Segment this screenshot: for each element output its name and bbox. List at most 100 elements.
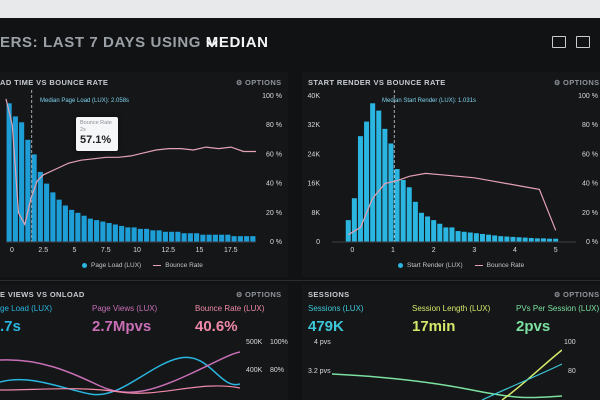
histogram-bar — [219, 234, 225, 242]
histogram-bar — [510, 236, 516, 242]
x-tick-label: 1 — [391, 247, 395, 254]
metric-value-sessions: 479K — [308, 318, 344, 335]
y-right-tick-label: 60 % — [266, 151, 282, 158]
histogram-bar — [443, 227, 449, 242]
title-aggregation: MEDIAN — [205, 34, 269, 51]
histogram-bar — [137, 228, 143, 242]
histogram-bar — [119, 225, 125, 242]
chevron-down-icon[interactable] — [206, 38, 218, 50]
panel-title: SESSIONS — [308, 290, 350, 299]
histogram-bar — [50, 192, 56, 242]
histogram-bar — [194, 233, 200, 242]
title-range: LAST 7 DAYS USING — [43, 34, 206, 51]
x-tick-label: 4 — [513, 247, 517, 254]
axis-label: 400K — [246, 367, 263, 374]
histogram-bar — [237, 236, 243, 242]
histogram-bar — [473, 233, 479, 242]
axis-label: 80% — [270, 367, 285, 374]
x-tick-label: 5 — [73, 247, 77, 254]
histogram-bar — [400, 179, 406, 242]
legend-line-label: Bounce Rate — [165, 262, 203, 269]
sessions-trend-chart — [332, 349, 562, 400]
x-tick-label: 3 — [472, 247, 476, 254]
title-prefix: ERS: — [0, 34, 44, 51]
legend-bars-swatch — [398, 263, 403, 268]
legend-line-label: Bounce Rate — [486, 262, 525, 269]
metric-label-session-length: Session Length (LUX) — [412, 304, 491, 313]
session-length-trend-line — [501, 349, 562, 400]
chart-legend: Start Render (LUX) Bounce Rate — [398, 262, 524, 269]
histogram-bar — [516, 237, 522, 242]
fullscreen-icon[interactable] — [576, 36, 590, 48]
pageviews-trend-chart — [0, 351, 240, 396]
histogram-bar — [250, 236, 256, 242]
histogram-bar — [522, 237, 528, 242]
histogram-bar — [187, 233, 193, 242]
histogram-bar — [449, 227, 455, 242]
options-button[interactable]: OPTIONS — [554, 78, 600, 87]
histogram-bar — [62, 205, 68, 242]
histogram-bar — [498, 236, 504, 242]
x-tick-label: 2.5 — [38, 247, 48, 254]
histogram-bar — [455, 231, 461, 242]
legend-line-swatch — [474, 264, 483, 267]
histogram-bar — [370, 103, 376, 242]
tooltip-sub: 2s — [80, 127, 86, 133]
tooltip-label: Bounce Rate — [80, 120, 112, 126]
histogram-bar — [412, 201, 418, 242]
histogram-bar — [25, 139, 31, 242]
histogram-bar — [181, 233, 187, 242]
metric-label-load: ge Load (LUX) — [0, 304, 53, 313]
histogram-bar — [467, 232, 473, 242]
legend-line-swatch — [153, 264, 162, 267]
histogram-bar — [345, 220, 351, 242]
histogram-bar — [406, 187, 412, 242]
y-left-tick-label: 0 — [316, 239, 320, 246]
histogram-bar — [212, 234, 218, 242]
y-right-tick-label: 40 % — [582, 181, 598, 188]
histogram-bar — [150, 230, 156, 242]
histogram-bar — [131, 227, 137, 242]
histogram-bar — [6, 103, 12, 242]
histogram-bar — [394, 169, 400, 242]
bounce-trend-line — [0, 385, 240, 394]
bounce-rate-line — [5, 98, 256, 227]
histogram-bar — [534, 238, 540, 242]
bounce-tooltip: Bounce Rate 2s 57.1% — [76, 117, 118, 151]
histogram-bar — [225, 234, 231, 242]
row-divider — [0, 280, 600, 281]
histogram-bar — [540, 238, 546, 242]
x-tick-label: 0 — [10, 247, 14, 254]
histogram-bar — [169, 231, 175, 242]
pvs-trend-line — [481, 363, 562, 400]
histogram-bar — [100, 221, 106, 242]
axis-label: 100 — [564, 339, 576, 346]
x-tick-label: 10 — [133, 247, 141, 254]
histogram-bar — [492, 235, 498, 242]
y-left-tick-label: 8K — [311, 210, 320, 217]
y-right-tick-label: 0 % — [586, 239, 598, 246]
histogram-bar — [388, 143, 394, 242]
options-button[interactable]: OPTIONS — [236, 290, 282, 299]
y-right-tick-label: 80 % — [582, 122, 598, 129]
options-button[interactable]: OPTIONS — [554, 290, 600, 299]
histogram-bar — [156, 230, 162, 242]
histogram-bar — [44, 183, 50, 242]
page-title[interactable]: ERS: LAST 7 DAYS USING MEDIAN — [0, 34, 269, 51]
legend-bars-label: Page Load (LUX) — [91, 262, 142, 269]
axis-label: 80 — [568, 368, 576, 375]
histogram-bar — [486, 234, 492, 242]
histogram-bar — [106, 223, 112, 242]
x-tick-label: 0 — [350, 247, 354, 254]
histogram-bar — [75, 212, 81, 242]
histogram-bar — [87, 218, 93, 242]
histogram-bar — [504, 236, 510, 242]
y-right-tick-label: 60 % — [582, 151, 598, 158]
panel-sessions: SESSIONS OPTIONS Sessions (LUX) 479K Ses… — [302, 284, 600, 400]
options-button[interactable]: OPTIONS — [236, 78, 282, 87]
histogram-bar — [144, 228, 150, 242]
x-tick-label: 2 — [432, 247, 436, 254]
pageviews-trend-line — [0, 351, 240, 393]
monitor-icon[interactable] — [552, 36, 566, 48]
panel-load-vs-bounce: AD TIME VS BOUNCE RATE OPTIONS Median Pa… — [0, 72, 288, 277]
